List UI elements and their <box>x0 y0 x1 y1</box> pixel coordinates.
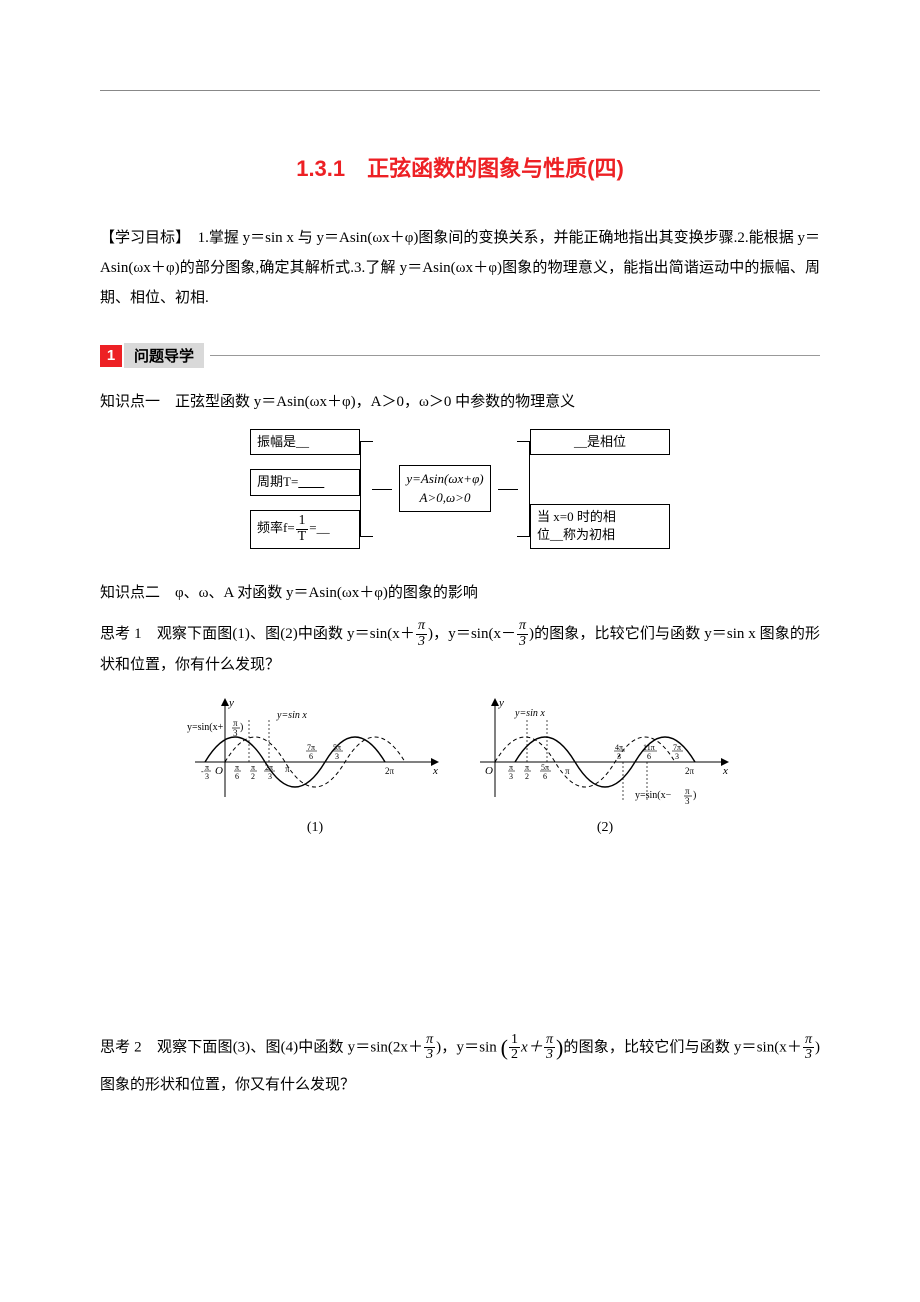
top-rule <box>100 90 820 91</box>
svg-text:3: 3 <box>509 772 513 781</box>
svg-text:π: π <box>233 718 238 728</box>
svg-text:O: O <box>485 765 493 777</box>
answer-space <box>100 846 820 1026</box>
objectives-label: 【学习目标】 <box>100 230 183 246</box>
phase-box: __是相位 <box>530 429 670 455</box>
half-den: 2 <box>509 1048 520 1063</box>
knowledge-point-1-heading: 知识点一 正弦型函数 y＝Asin(ωx＋φ)，A＞0，ω＞0 中参数的物理意义 <box>100 388 820 417</box>
svg-text:6: 6 <box>235 772 239 781</box>
initial-phase-line1: 当 x=0 时的相 <box>537 509 616 524</box>
period-box: 周期T= <box>250 469 360 495</box>
half-num: 1 <box>509 1033 520 1049</box>
svg-text:-: - <box>201 767 204 776</box>
svg-text:π: π <box>509 763 513 772</box>
half-x-plus: x＋ <box>521 1039 543 1055</box>
sine-figure-row: y x O y=sin(x+ π 3 ) y=sin x - π3 π6 π2 … <box>180 692 740 836</box>
svg-text:3: 3 <box>675 752 679 761</box>
svg-text:7π: 7π <box>673 743 681 752</box>
pi-num: π <box>416 619 427 635</box>
fig2-caption: (2) <box>475 820 735 836</box>
section-label: 问题导学 <box>124 343 204 368</box>
t2-pi-den3: 3 <box>803 1048 814 1063</box>
svg-text:3: 3 <box>268 772 272 781</box>
svg-text:y=sin(x+: y=sin(x+ <box>187 722 224 733</box>
pi-den2: 3 <box>517 635 528 650</box>
t2-pi-den2: 3 <box>544 1048 555 1063</box>
period-label: 周期T= <box>257 474 298 489</box>
svg-text:y: y <box>498 697 504 709</box>
svg-text:π: π <box>685 786 690 796</box>
fig1-caption: (1) <box>185 820 445 836</box>
svg-text:3: 3 <box>205 772 209 781</box>
svg-text:6: 6 <box>309 752 313 761</box>
t2-pi-num3: π <box>803 1033 814 1049</box>
svg-text:2: 2 <box>251 772 255 781</box>
figure-2: y x O y=sin x 4π3 11π6 7π3 π3 π2 5π6 π 2… <box>475 692 735 836</box>
svg-text:x: x <box>432 765 438 777</box>
svg-text:2π: 2π <box>265 763 273 772</box>
svg-text:5π: 5π <box>541 763 549 772</box>
t2-pi-den1: 3 <box>424 1048 435 1063</box>
think-2: 思考 2 观察下面图(3)、图(4)中函数 y＝sin(2x＋π3)，y＝sin… <box>100 1026 820 1100</box>
svg-text:): ) <box>240 722 243 733</box>
physics-param-diagram: 振幅是__ 周期T= 频率f=1T=__ y=Asin(ωx+φ) A>0,ω>… <box>250 429 670 549</box>
initial-phase-box: 当 x=0 时的相 位__称为初相 <box>530 504 670 548</box>
learning-objectives: 【学习目标】 1.掌握 y＝sin x 与 y＝Asin(ωx＋φ)图象间的变换… <box>100 223 820 313</box>
svg-text:): ) <box>693 790 696 801</box>
center-formula-box: y=Asin(ωx+φ) A>0,ω>0 <box>399 465 490 511</box>
pi-den: 3 <box>416 635 427 650</box>
freq-suffix: =__ <box>309 520 329 535</box>
think1-mid: )，y＝sin(x－ <box>428 626 516 642</box>
t2-pi-num1: π <box>424 1033 435 1049</box>
svg-text:3: 3 <box>335 752 339 761</box>
svg-text:4π: 4π <box>615 743 623 752</box>
svg-text:x: x <box>722 765 728 777</box>
svg-text:11π: 11π <box>643 743 655 752</box>
center-line1: y=Asin(ωx+φ) <box>406 471 483 486</box>
svg-text:y: y <box>228 697 234 709</box>
svg-text:3: 3 <box>233 728 238 738</box>
think2-suffix: 的图象，比较它们与函数 y＝sin(x＋ <box>563 1039 802 1055</box>
svg-text:3: 3 <box>617 752 621 761</box>
section-title: 1.3.1 正弦函数的图象与性质(四) <box>100 151 820 183</box>
svg-text:y=sin x: y=sin x <box>276 710 307 721</box>
svg-text:5π: 5π <box>333 743 341 752</box>
t2-pi-num2: π <box>544 1033 555 1049</box>
section-number-box: 1 <box>100 345 122 367</box>
think2-prefix: 思考 2 观察下面图(3)、图(4)中函数 y＝sin(2x＋ <box>100 1039 423 1055</box>
svg-text:6: 6 <box>543 772 547 781</box>
svg-text:π: π <box>525 763 529 772</box>
svg-text:π: π <box>205 763 209 772</box>
svg-text:π: π <box>285 764 290 774</box>
think1-prefix: 思考 1 观察下面图(1)、图(2)中函数 y＝sin(x＋ <box>100 626 415 642</box>
svg-text:y=sin(x−: y=sin(x− <box>635 790 672 801</box>
section-line <box>210 355 820 356</box>
svg-text:π: π <box>251 763 255 772</box>
svg-text:π: π <box>565 766 570 776</box>
frequency-label: 频率f= <box>257 520 295 535</box>
svg-text:7π: 7π <box>307 743 315 752</box>
frequency-box: 频率f=1T=__ <box>250 510 360 548</box>
center-line2: A>0,ω>0 <box>420 490 471 505</box>
initial-phase-line2: 位__称为初相 <box>537 527 615 542</box>
svg-text:2: 2 <box>525 772 529 781</box>
knowledge-point-2-heading: 知识点二 φ、ω、A 对函数 y＝Asin(ωx＋φ)的图象的影响 <box>100 579 820 608</box>
svg-text:2π: 2π <box>685 766 695 776</box>
pi-num2: π <box>517 619 528 635</box>
svg-text:3: 3 <box>685 796 690 806</box>
amplitude-box: 振幅是__ <box>250 429 360 455</box>
svg-text:O: O <box>215 765 223 777</box>
freq-num: 1 <box>296 514 309 530</box>
section-header-1: 1 问题导学 <box>100 343 820 368</box>
svg-text:π: π <box>235 763 239 772</box>
freq-den: T <box>296 530 309 545</box>
svg-text:y=sin x: y=sin x <box>514 708 545 719</box>
svg-text:6: 6 <box>647 752 651 761</box>
figure-1: y x O y=sin(x+ π 3 ) y=sin x - π3 π6 π2 … <box>185 692 445 836</box>
think2-mid: )，y＝sin <box>436 1039 497 1055</box>
objectives-text: 1.掌握 y＝sin x 与 y＝Asin(ωx＋φ)图象间的变换关系，并能正确… <box>100 230 820 306</box>
svg-text:2π: 2π <box>385 766 395 776</box>
think-1: 思考 1 观察下面图(1)、图(2)中函数 y＝sin(x＋π3)，y＝sin(… <box>100 619 820 680</box>
